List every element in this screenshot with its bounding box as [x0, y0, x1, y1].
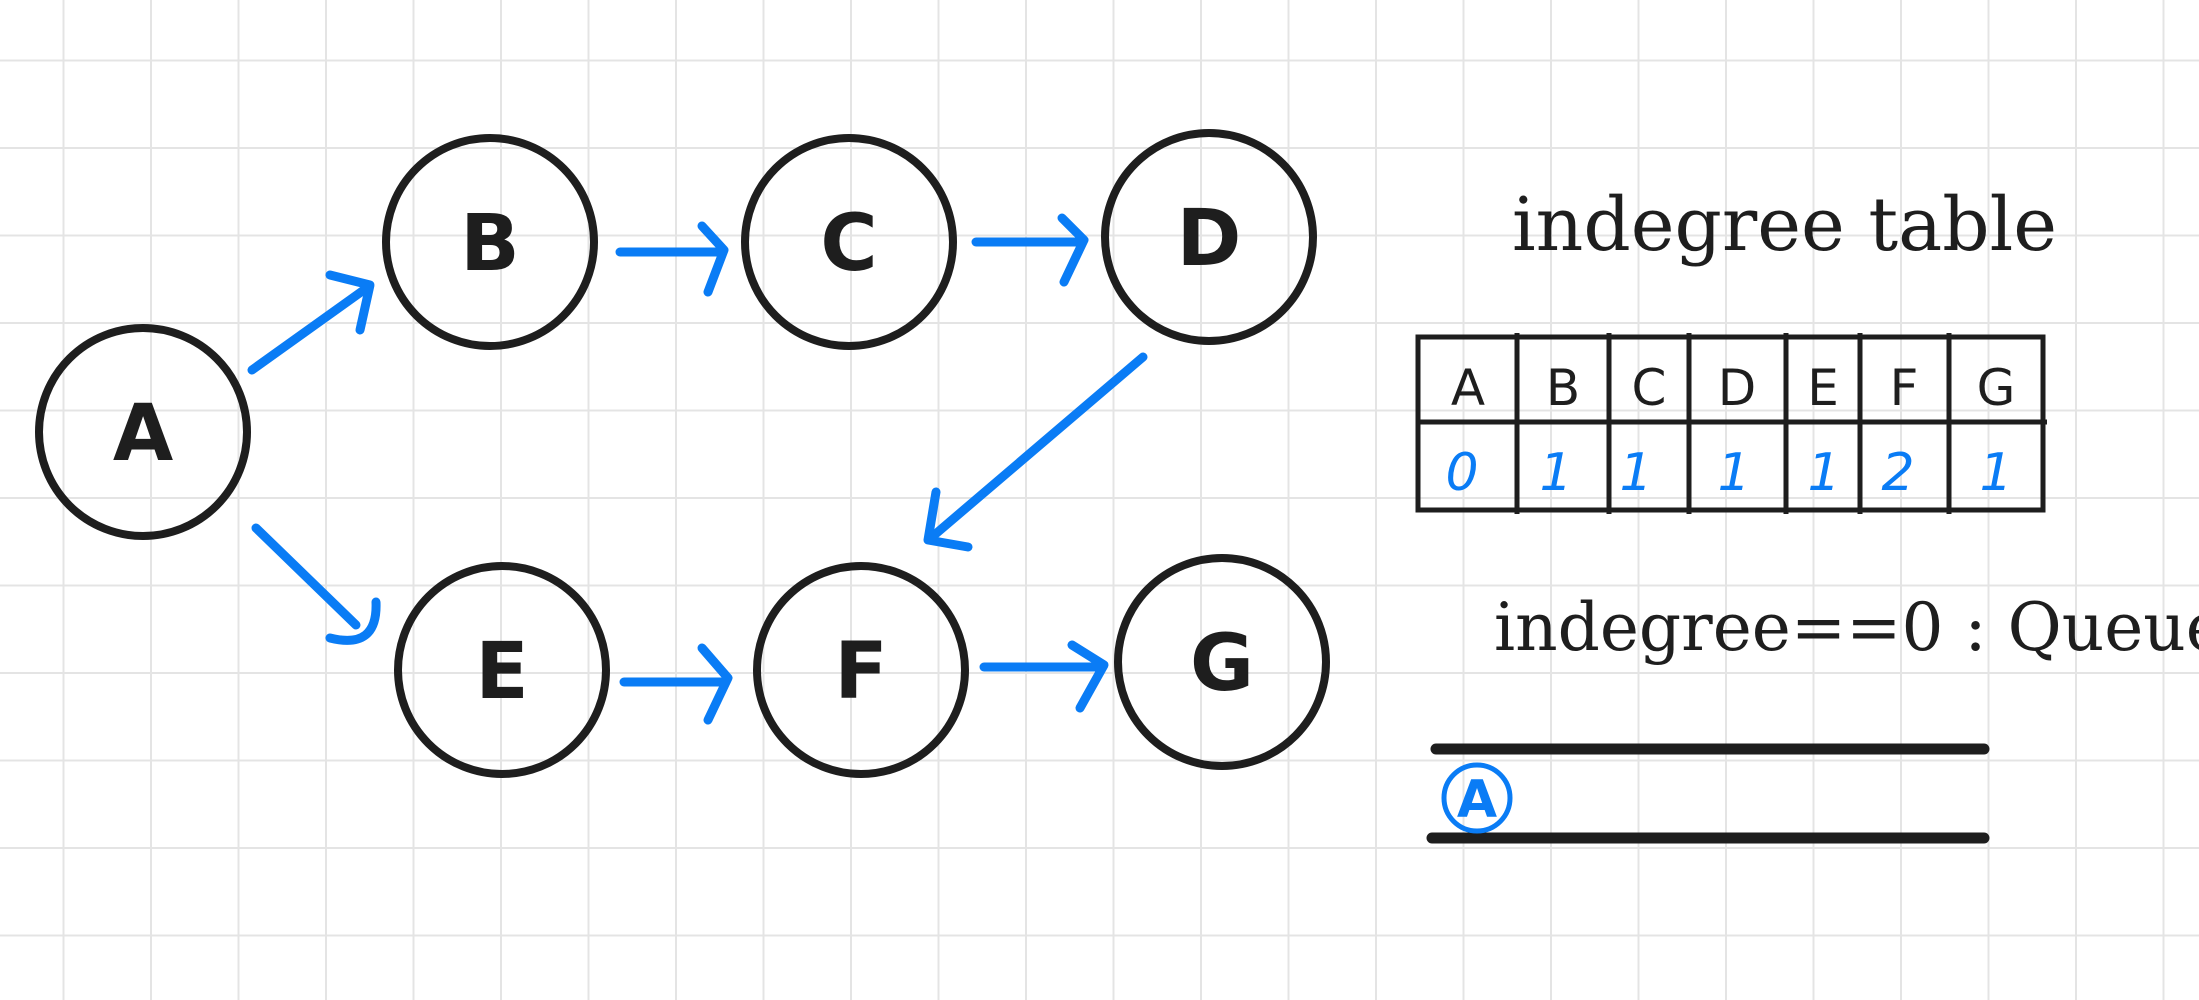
- edge-f-g: [979, 640, 1109, 713]
- node-f: F: [753, 562, 969, 778]
- edge-d-f: [923, 352, 1148, 552]
- indegree-value-f: 2: [1881, 443, 1914, 503]
- table-header-c: C: [1632, 359, 1667, 417]
- node-a-label: A: [113, 389, 173, 479]
- node-e: E: [394, 562, 610, 778]
- indegree-table-title: indegree table: [1512, 182, 2057, 268]
- indegree-value-c: 1: [1619, 443, 1652, 503]
- indegree-value-a: 0: [1445, 443, 1478, 503]
- indegree-value-b: 1: [1539, 443, 1572, 503]
- queue-item-label: A: [1457, 770, 1497, 830]
- indegree-value-g: 1: [1979, 443, 2012, 503]
- node-g: G: [1114, 554, 1330, 770]
- edge-a-e: [251, 523, 381, 645]
- queue-caption: indegree==0 : Queue: [1494, 589, 2199, 666]
- node-a: A: [35, 324, 251, 540]
- node-b-label: B: [460, 199, 519, 289]
- node-b: B: [382, 134, 598, 350]
- table-header-f: F: [1890, 359, 1919, 417]
- node-c: C: [741, 134, 957, 350]
- indegree-table: A B C D E F G 0 1 1 1 1 2 1: [1415, 333, 2047, 514]
- table-header-g: G: [1977, 359, 2016, 417]
- edge-b-c: [615, 221, 729, 297]
- table-header-a: A: [1451, 359, 1485, 417]
- edge-c-d: [971, 213, 1089, 287]
- queue: A: [1426, 743, 1990, 844]
- node-e-label: E: [475, 627, 528, 717]
- node-c-label: C: [820, 199, 877, 289]
- node-d: D: [1101, 129, 1317, 345]
- node-f-label: F: [834, 627, 887, 717]
- node-g-label: G: [1190, 619, 1254, 709]
- table-header-d: D: [1718, 359, 1757, 417]
- node-d-label: D: [1177, 194, 1242, 284]
- table-header-e: E: [1807, 359, 1839, 417]
- indegree-value-e: 1: [1807, 443, 1840, 503]
- edge-a-b: [247, 270, 375, 375]
- queue-item-a: A: [1441, 762, 1513, 834]
- edge-e-f: [619, 643, 733, 725]
- indegree-value-d: 1: [1717, 443, 1750, 503]
- table-header-b: B: [1546, 359, 1580, 417]
